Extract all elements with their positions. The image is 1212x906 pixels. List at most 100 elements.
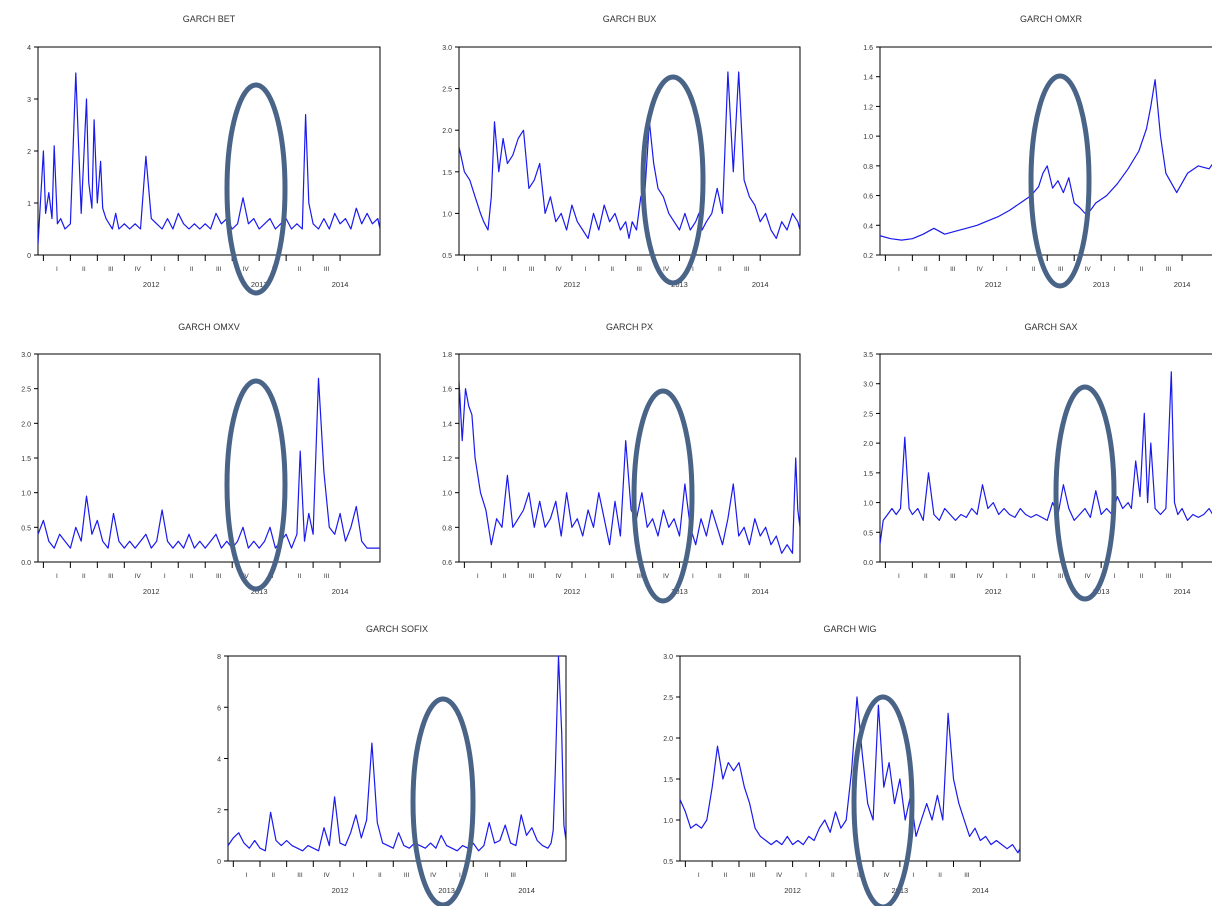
- x-quarter-label: IV: [1085, 266, 1092, 273]
- y-tick-label: 2.5: [863, 411, 873, 418]
- highlight-ellipse: [1053, 384, 1117, 602]
- x-quarter-label: II: [1140, 573, 1144, 580]
- series-line: [459, 71, 800, 239]
- highlight-ellipse: [851, 694, 915, 906]
- x-quarter-label: III: [950, 573, 956, 580]
- x-quarter-label: I: [272, 573, 274, 580]
- x-quarter-label: II: [503, 266, 507, 273]
- x-quarter-label: I: [56, 266, 58, 273]
- x-quarter-label: IV: [555, 573, 562, 580]
- y-tick-label: 0.8: [863, 164, 873, 171]
- x-quarter-label: III: [324, 573, 330, 580]
- x-quarter-label: I: [1114, 573, 1116, 580]
- x-quarter-label: I: [1006, 573, 1008, 580]
- x-quarter-label: II: [298, 266, 302, 273]
- x-quarter-label: III: [297, 872, 303, 879]
- plot-frame: [879, 46, 1212, 256]
- y-tick-label: 2.5: [442, 87, 452, 94]
- y-tick-label: 0.4: [863, 223, 873, 230]
- plot-frame: [227, 655, 567, 862]
- y-tick-label: 0.0: [863, 560, 873, 567]
- plot-frame: [37, 46, 381, 256]
- y-tick-label: 1.0: [663, 818, 673, 825]
- x-quarter-label: II: [485, 872, 489, 879]
- y-tick-label: 3: [27, 97, 31, 104]
- x-year-label: 2013: [251, 587, 268, 596]
- y-tick-label: 1.0: [442, 211, 452, 218]
- x-quarter-label: II: [1032, 573, 1036, 580]
- x-quarter-label: II: [190, 573, 194, 580]
- x-quarter-label: II: [190, 266, 194, 273]
- chart-title: GARCH WIG: [824, 624, 877, 634]
- x-quarter-label: I: [692, 266, 694, 273]
- x-quarter-label: II: [718, 266, 722, 273]
- y-tick-label: 1.5: [863, 471, 873, 478]
- x-year-label: 2012: [985, 587, 1002, 596]
- x-quarter-label: I: [1114, 266, 1116, 273]
- chart-title: GARCH SOFIX: [366, 624, 428, 634]
- x-year-label: 2012: [143, 587, 160, 596]
- x-year-label: 2013: [1093, 587, 1110, 596]
- x-quarter-label: III: [216, 573, 222, 580]
- x-quarter-label: I: [584, 266, 586, 273]
- x-quarter-label: IV: [135, 266, 142, 273]
- y-tick-label: 1.5: [442, 170, 452, 177]
- chart-title: GARCH PX: [606, 322, 653, 332]
- x-quarter-label: II: [82, 573, 86, 580]
- x-year-label: 2012: [784, 886, 801, 895]
- y-tick-label: 1.4: [863, 75, 873, 82]
- y-tick-label: 3.0: [863, 382, 873, 389]
- chart-title: GARCH OMXR: [1020, 14, 1083, 24]
- x-quarter-label: II: [378, 872, 382, 879]
- x-year-label: 2012: [564, 280, 581, 289]
- x-quarter-label: III: [1058, 573, 1064, 580]
- x-quarter-label: II: [718, 573, 722, 580]
- y-tick-label: 1.6: [442, 387, 452, 394]
- y-tick-label: 1.2: [863, 104, 873, 111]
- x-quarter-label: III: [1166, 266, 1172, 273]
- y-tick-label: 2.0: [21, 421, 31, 428]
- chart-panel: GARCH PX0.60.81.01.21.41.61.8I II III IV I II…: [442, 322, 801, 596]
- y-tick-label: 3.5: [863, 352, 873, 359]
- y-tick-label: 3.0: [442, 45, 452, 52]
- x-quarter-label: III: [636, 266, 642, 273]
- highlight-ellipse: [1028, 73, 1092, 289]
- x-quarter-label: II: [1140, 266, 1144, 273]
- x-quarter-label: I: [912, 872, 914, 879]
- y-tick-label: 1.0: [863, 501, 873, 508]
- x-quarter-label: IV: [135, 573, 142, 580]
- x-quarter-label: III: [529, 573, 535, 580]
- series-line: [680, 696, 1020, 854]
- x-quarter-label: IV: [663, 266, 670, 273]
- x-quarter-label: I: [1006, 266, 1008, 273]
- x-quarter-label: IV: [776, 872, 783, 879]
- series-line: [880, 79, 1212, 241]
- y-tick-label: 3.0: [21, 352, 31, 359]
- y-tick-label: 0.5: [442, 253, 452, 260]
- x-quarter-label: I: [584, 573, 586, 580]
- y-tick-label: 0: [217, 859, 221, 866]
- x-year-label: 2013: [438, 886, 455, 895]
- y-tick-label: 8: [217, 654, 221, 661]
- x-year-label: 2012: [332, 886, 349, 895]
- x-quarter-label: I: [898, 573, 900, 580]
- y-tick-label: 4: [217, 757, 221, 764]
- x-year-label: 2013: [251, 280, 268, 289]
- x-quarter-label: I: [477, 266, 479, 273]
- x-quarter-label: II: [724, 872, 728, 879]
- highlight-ellipse: [410, 696, 476, 906]
- x-quarter-label: I: [805, 872, 807, 879]
- x-quarter-label: I: [246, 872, 248, 879]
- x-quarter-label: III: [108, 266, 114, 273]
- x-quarter-label: II: [272, 872, 276, 879]
- highlight-ellipse: [224, 82, 288, 296]
- x-quarter-label: I: [164, 266, 166, 273]
- x-quarter-label: II: [1032, 266, 1036, 273]
- x-quarter-label: III: [1058, 266, 1064, 273]
- x-quarter-label: IV: [430, 872, 437, 879]
- y-tick-label: 2.5: [663, 695, 673, 702]
- plot-frame: [458, 353, 801, 563]
